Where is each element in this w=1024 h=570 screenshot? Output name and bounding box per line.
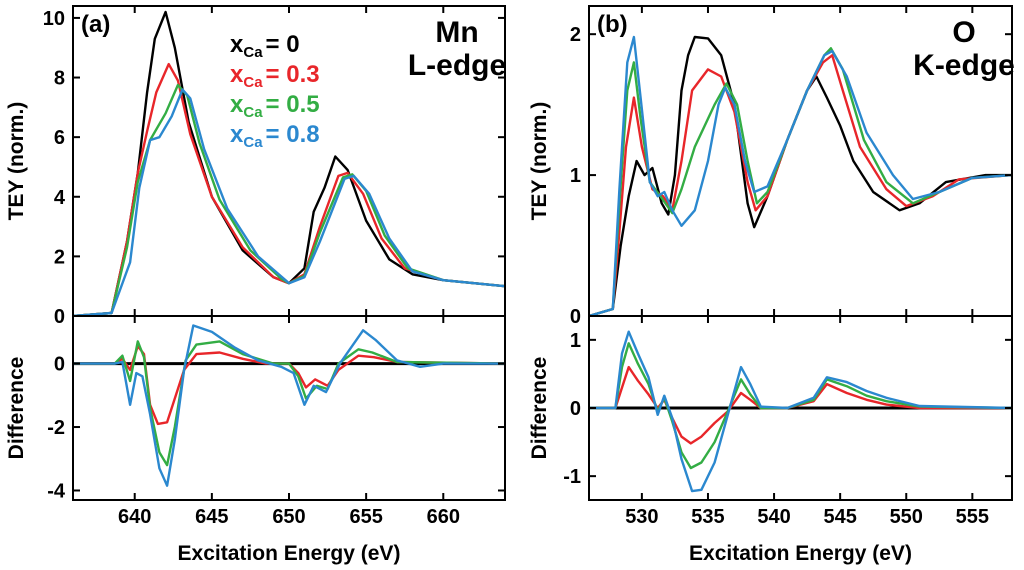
y-tick-label: 2 [570, 24, 581, 46]
series-line-bottom-0 [589, 365, 1012, 445]
y-tick-label: 6 [54, 127, 65, 149]
panel-label: (a) [81, 11, 110, 38]
legend-value: = 0.3 [266, 61, 320, 88]
legend-entry-0: xCa = 0 [230, 31, 300, 61]
series-line-top-1 [589, 54, 1012, 316]
x-tick-label: 530 [625, 506, 658, 528]
series-line-bottom-2 [589, 330, 1012, 493]
x-tick-label: 545 [823, 506, 856, 528]
x-tick-label: 555 [956, 506, 989, 528]
legend-entry-1: xCa = 0.3 [230, 61, 320, 91]
y-tick-label: 0 [570, 398, 581, 420]
x-tick-label: 535 [691, 506, 724, 528]
y-tick-label: 8 [54, 68, 65, 90]
panel-label: (b) [597, 11, 628, 38]
edge-annotation: K-edge [913, 49, 1015, 82]
y-tick-label: 0 [570, 306, 581, 328]
legend-prefix: x [230, 31, 244, 58]
legend-subscript: Ca [243, 134, 263, 151]
y-axis-label: TEY (norm.) [5, 102, 28, 221]
series-line-top-2 [589, 47, 1012, 316]
series-line-top-3 [73, 88, 505, 316]
series-line-top-3 [589, 35, 1012, 316]
y-tick-label: 2 [54, 246, 65, 268]
y-axis-label: Difference [528, 357, 551, 460]
series-line-bottom-2 [73, 324, 505, 487]
series-group-top [73, 10, 505, 316]
y-tick-label: -4 [47, 480, 66, 502]
x-tick-label: 660 [427, 506, 460, 528]
series-group-bottom [73, 324, 505, 487]
series-line-bottom-1 [589, 342, 1012, 470]
y-axis-label: TEY (norm.) [528, 102, 551, 221]
legend-subscript: Ca [243, 74, 263, 91]
legend-prefix: x [230, 91, 244, 118]
y-tick-label: 0 [54, 354, 65, 376]
edge-annotation: O [952, 16, 975, 49]
series-line-bottom-0 [73, 344, 505, 426]
y-tick-label: 1 [570, 165, 581, 187]
legend-value: = 0.8 [266, 121, 320, 148]
edge-annotation: Mn [435, 16, 478, 49]
y-tick-label: 1 [570, 330, 581, 352]
x-tick-label: 650 [272, 506, 305, 528]
y-axis-label: Difference [5, 357, 28, 460]
x-axis-label: Excitation Energy (eV) [689, 542, 912, 565]
legend-prefix: x [230, 61, 244, 88]
x-tick-label: 550 [890, 506, 923, 528]
x-axis-label: Excitation Energy (eV) [178, 542, 401, 565]
series-group-top [589, 35, 1012, 316]
series-line-top-1 [73, 62, 505, 316]
y-tick-label: 4 [54, 187, 66, 209]
x-tick-label: 640 [118, 506, 151, 528]
edge-annotation: L-edge [408, 49, 506, 82]
y-tick-label: -2 [47, 417, 65, 439]
legend-value: = 0 [266, 31, 300, 58]
legend-prefix: x [230, 121, 244, 148]
series-group-bottom [589, 330, 1012, 493]
legend-value: = 0.5 [266, 91, 320, 118]
legend-entry-2: xCa = 0.5 [230, 91, 320, 121]
y-tick-label: -1 [563, 466, 581, 488]
x-tick-label: 645 [195, 506, 228, 528]
legend-subscript: Ca [243, 104, 263, 121]
x-tick-label: 540 [757, 506, 790, 528]
legend-subscript: Ca [243, 44, 263, 61]
x-tick-label: 655 [349, 506, 382, 528]
y-tick-label: 10 [43, 8, 65, 30]
panel-a: 0 2 4 6 8 10 TEY (norm.) -4 -2 0 640 645 650 655 660 Di… [5, 5, 506, 565]
legend-entry-3: xCa = 0.8 [230, 121, 320, 151]
y-tick-label: 0 [54, 306, 65, 328]
series-line-bottom-1 [73, 340, 505, 467]
